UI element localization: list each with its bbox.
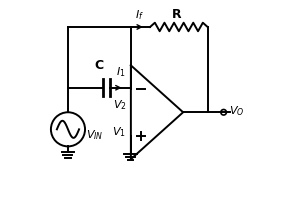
Text: $I_f$: $I_f$ <box>135 8 144 22</box>
Text: $I_1$: $I_1$ <box>116 65 125 79</box>
Text: $V_1$: $V_1$ <box>112 126 125 139</box>
Text: $V_O$: $V_O$ <box>229 104 244 118</box>
Text: $V_{IN}$: $V_{IN}$ <box>86 128 104 141</box>
Text: $V_2$: $V_2$ <box>113 98 127 112</box>
Text: C: C <box>94 59 103 72</box>
Text: R: R <box>172 8 181 21</box>
